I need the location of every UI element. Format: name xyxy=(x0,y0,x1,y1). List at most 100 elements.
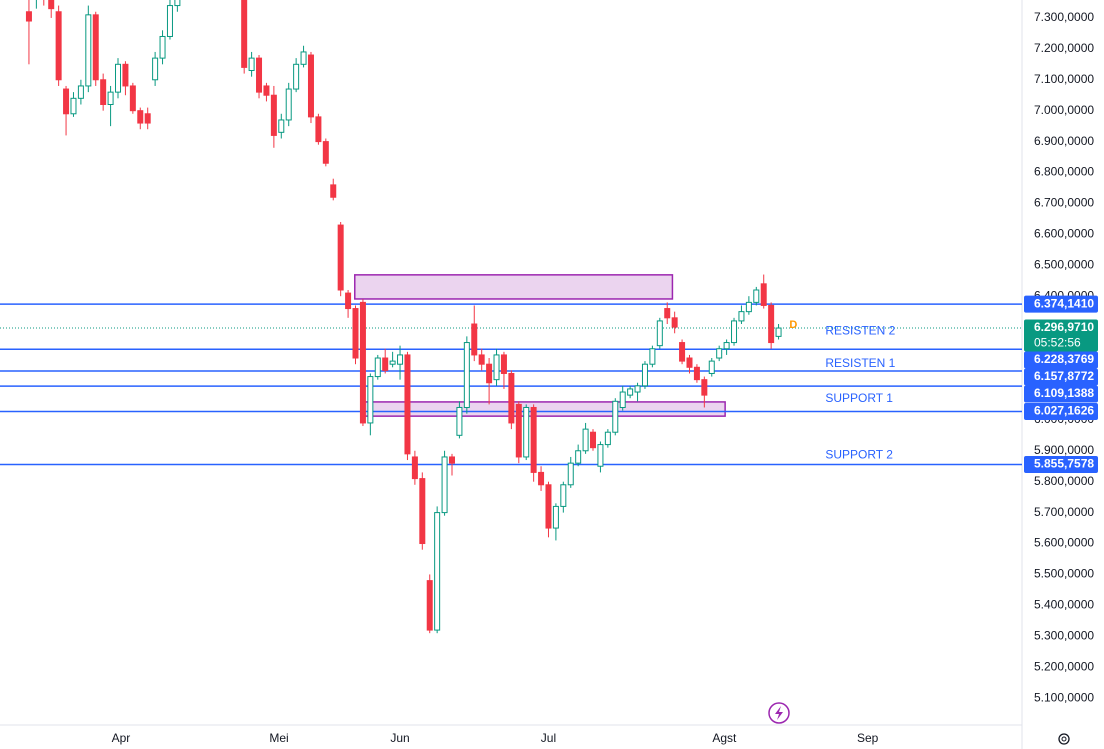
annotation: SUPPORT 1 xyxy=(825,391,893,405)
candle-body xyxy=(419,478,426,545)
candle-body xyxy=(441,456,448,514)
candle-body xyxy=(55,11,62,81)
candle-body xyxy=(760,283,767,306)
price-label-box xyxy=(1024,351,1098,369)
candle-body xyxy=(248,57,255,71)
candle-body xyxy=(575,450,582,464)
candle-body xyxy=(270,94,277,136)
settings-icon[interactable] xyxy=(1058,733,1070,745)
candle-body xyxy=(686,357,693,368)
candle-body xyxy=(278,119,285,133)
candle-body xyxy=(92,14,99,81)
candle-body xyxy=(523,406,530,458)
candle-body xyxy=(612,400,619,433)
candle-body xyxy=(641,363,648,387)
candle-body xyxy=(493,354,500,381)
candle-body xyxy=(448,456,455,464)
candle-body xyxy=(411,456,418,480)
candle-body xyxy=(241,0,248,68)
annotation: SUPPORT 2 xyxy=(825,447,893,461)
candle-body xyxy=(25,11,32,22)
price-label-box xyxy=(1024,402,1098,420)
x-tick-label: Jun xyxy=(390,731,409,745)
candle-body xyxy=(307,54,314,118)
candle-body xyxy=(478,354,485,365)
y-tick-label: 7.000,0000 xyxy=(1034,103,1094,117)
candle-body xyxy=(63,88,70,115)
price-label: 6.374,1410 xyxy=(1034,296,1094,310)
candle-body xyxy=(768,304,775,344)
x-tick-label: Jul xyxy=(541,731,556,745)
candle-body xyxy=(115,63,122,93)
y-tick-label: 5.300,0000 xyxy=(1034,628,1094,642)
candle-body xyxy=(567,462,574,486)
candle-body xyxy=(679,342,686,362)
y-tick-label: 5.100,0000 xyxy=(1034,690,1094,704)
candle-body xyxy=(256,57,263,93)
candle-body xyxy=(345,292,352,310)
candle-body xyxy=(322,141,329,164)
candle-body xyxy=(359,301,366,424)
candle-body xyxy=(100,79,107,105)
y-tick-label: 5.600,0000 xyxy=(1034,536,1094,550)
candle-body xyxy=(122,63,129,87)
price-label: 6.027,1626 xyxy=(1034,404,1094,418)
candle-body xyxy=(48,0,55,10)
candle-body xyxy=(627,388,634,396)
price-label-box xyxy=(1024,319,1098,352)
candle-body xyxy=(693,366,700,381)
x-tick-label: Apr xyxy=(112,731,131,745)
candle-body xyxy=(404,354,411,455)
x-tick-label: Agst xyxy=(712,731,737,745)
y-tick-label: 7.100,0000 xyxy=(1034,72,1094,86)
candle-body xyxy=(538,471,545,486)
price-label: 5.855,7578 xyxy=(1034,457,1094,471)
candle-body xyxy=(671,317,678,328)
candle-body xyxy=(745,301,752,313)
candle-body xyxy=(85,14,92,87)
candle-body xyxy=(352,308,359,359)
price-label-box xyxy=(1024,368,1098,386)
candle-body xyxy=(77,85,84,99)
candle-body xyxy=(70,97,77,115)
candle-body xyxy=(144,113,151,124)
candle-body xyxy=(159,35,166,59)
candle-body xyxy=(315,116,322,143)
candle-body xyxy=(367,376,374,424)
y-tick-label: 5.500,0000 xyxy=(1034,567,1094,581)
candle-body xyxy=(545,484,552,529)
candle-body xyxy=(708,360,715,374)
candle-body xyxy=(129,85,136,112)
y-tick-label: 6.600,0000 xyxy=(1034,227,1094,241)
candle-body xyxy=(285,88,292,121)
zone xyxy=(354,274,674,300)
candle-body xyxy=(560,484,567,507)
candle-body xyxy=(634,385,641,393)
marker: D xyxy=(789,319,797,331)
candle-body xyxy=(456,406,463,436)
price-label-box xyxy=(1024,385,1098,403)
x-tick-label: Sep xyxy=(857,731,879,745)
candle-body xyxy=(166,5,173,37)
candle-body xyxy=(619,391,626,408)
x-tick-label: Mei xyxy=(269,731,288,745)
candle-body xyxy=(649,348,656,365)
y-tick-label: 6.500,0000 xyxy=(1034,257,1094,271)
candle-body xyxy=(374,357,381,378)
candle-body xyxy=(582,428,589,452)
annotation: RESISTEN 1 xyxy=(825,356,895,370)
candle-body xyxy=(463,342,470,408)
candle-body xyxy=(293,63,300,90)
candle-body xyxy=(500,354,507,374)
plot: RESISTEN 2 RESISTEN 1 SUPPORT 1 SUPPORT 2 xyxy=(0,0,1022,634)
lightning-icon[interactable] xyxy=(768,702,790,724)
candle-body xyxy=(515,403,522,458)
candle-body xyxy=(753,289,760,303)
price-label-box xyxy=(1024,455,1098,473)
price-label: 6.228,3769 xyxy=(1034,352,1094,366)
price-label: 6.157,8772 xyxy=(1034,369,1094,383)
candle-body xyxy=(664,308,671,319)
y-tick-label: 6.900,0000 xyxy=(1034,134,1094,148)
